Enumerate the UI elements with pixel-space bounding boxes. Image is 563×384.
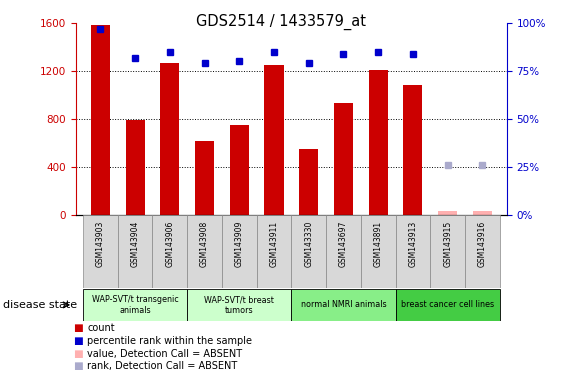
Bar [230,125,249,215]
Text: GDS2514 / 1433579_at: GDS2514 / 1433579_at [196,13,367,30]
Bar [369,70,388,215]
Bar [257,215,292,288]
Text: GSM143915: GSM143915 [443,221,452,267]
Text: GSM143916: GSM143916 [478,221,487,267]
Text: rank, Detection Call = ABSENT: rank, Detection Call = ABSENT [87,361,238,371]
Text: WAP-SVT/t breast
tumors: WAP-SVT/t breast tumors [204,295,274,314]
Text: ■: ■ [73,349,83,359]
Bar [299,149,318,215]
Text: percentile rank within the sample: percentile rank within the sample [87,336,252,346]
Text: ■: ■ [73,323,83,333]
Text: GSM143906: GSM143906 [166,221,175,267]
Text: count: count [87,323,115,333]
Bar [187,215,222,288]
Text: GSM143911: GSM143911 [270,221,279,267]
Text: value, Detection Call = ABSENT: value, Detection Call = ABSENT [87,349,243,359]
Bar [473,212,492,215]
Bar [465,215,500,288]
Text: GSM143909: GSM143909 [235,221,244,267]
Bar [118,215,153,288]
Bar [160,63,180,215]
Bar [438,212,457,215]
Bar [265,65,284,215]
Bar [334,103,353,215]
Bar [195,141,214,215]
Text: GSM143903: GSM143903 [96,221,105,267]
Bar [361,215,396,288]
Text: GSM143904: GSM143904 [131,221,140,267]
Bar [126,120,145,215]
Bar [396,215,430,288]
Bar [292,215,326,288]
Bar [222,215,257,288]
Bar [292,289,396,321]
Text: GSM143913: GSM143913 [408,221,417,267]
Bar [83,215,118,288]
Text: breast cancer cell lines: breast cancer cell lines [401,300,494,310]
Text: GSM143697: GSM143697 [339,221,348,267]
Bar [83,289,187,321]
Bar [153,215,187,288]
Bar [326,215,361,288]
Text: normal NMRI animals: normal NMRI animals [301,300,386,310]
Bar [187,289,292,321]
Bar [430,215,465,288]
Text: GSM143891: GSM143891 [374,221,383,267]
Text: GSM143330: GSM143330 [304,221,313,267]
Text: ■: ■ [73,336,83,346]
Text: WAP-SVT/t transgenic
animals: WAP-SVT/t transgenic animals [92,295,178,314]
Text: GSM143908: GSM143908 [200,221,209,267]
Bar [91,25,110,215]
Text: disease state: disease state [3,300,77,310]
Bar [396,289,500,321]
Text: ■: ■ [73,361,83,371]
Bar [403,86,422,215]
